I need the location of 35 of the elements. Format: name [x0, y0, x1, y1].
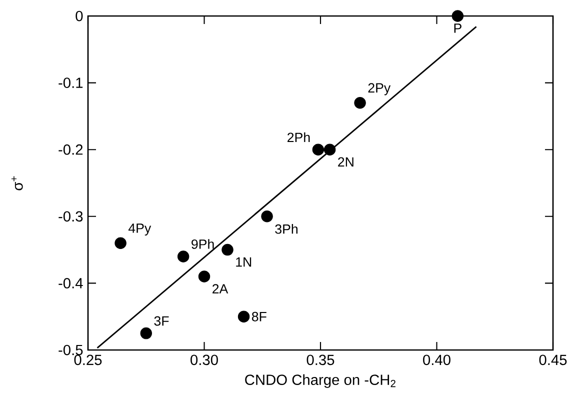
- y-tick-label: -0.5: [58, 344, 83, 356]
- point: [222, 244, 234, 256]
- annotation: 9Ph: [192, 239, 214, 249]
- x-tick-label: 0.25: [74, 354, 102, 366]
- annotation: 3F: [154, 316, 169, 326]
- y-tick-label: -0.1: [58, 78, 83, 88]
- annotation: 1N: [236, 257, 252, 267]
- x-tick-label: 0.40: [423, 354, 450, 366]
- annotation: 4Py: [128, 224, 152, 236]
- point: [324, 144, 336, 156]
- annotation: 2Ph: [288, 132, 310, 142]
- y-axis-title: σ$^{+}$: [11, 176, 23, 190]
- x-tick-label: 0.45: [539, 354, 567, 366]
- y-tick-label: -0.4: [58, 278, 83, 288]
- point: [312, 144, 324, 156]
- annotation: 2N: [338, 157, 354, 167]
- annotation: 2Py: [368, 83, 391, 96]
- x-tick-label: 0.30: [190, 354, 218, 366]
- annotation: 2A: [212, 284, 228, 294]
- point: [261, 210, 273, 222]
- y-tick-label: -0.3: [58, 211, 83, 222]
- x-axis-title: CNDO Charge on -CH$_{2}$: [245, 374, 396, 388]
- point: [140, 327, 152, 340]
- point: [114, 237, 126, 249]
- y-tick-label: -0.2: [58, 144, 83, 155]
- point: [177, 250, 190, 262]
- annotation: 8F: [252, 312, 266, 322]
- x-tick-label: 0.35: [306, 354, 334, 366]
- y-tick-label: 0: [76, 10, 83, 22]
- point: [198, 270, 210, 282]
- annotation: P: [454, 24, 462, 33]
- point: [238, 310, 250, 322]
- point: [452, 10, 464, 22]
- annotation: 3Ph: [275, 224, 298, 234]
- point: [354, 96, 366, 109]
